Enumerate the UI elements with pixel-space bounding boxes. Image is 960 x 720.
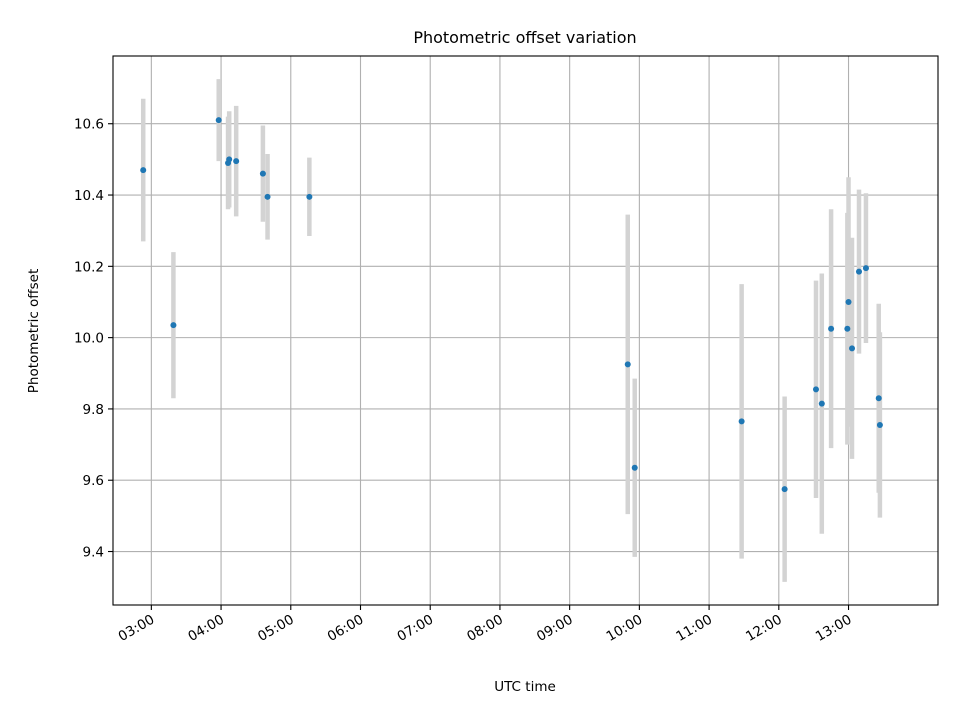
data-point [624,361,631,368]
plot-area [113,56,938,605]
x-axis-label: UTC time [494,679,556,695]
data-point [259,170,266,177]
y-tick-label: 10.2 [74,259,104,275]
data-point [170,322,177,329]
y-axis: 9.4 9.6 9.8 10.0 10.2 10.4 10.6 [74,117,113,561]
y-tick-label: 9.6 [83,473,104,489]
y-axis-label: Photometric offset [26,269,42,393]
data-point [264,193,271,200]
data-point [849,345,856,352]
data-point [233,158,240,165]
data-point [862,265,869,272]
data-point [226,156,233,163]
data-point [855,268,862,275]
y-tick-label: 10.4 [74,188,104,204]
data-point [140,167,147,174]
data-point [845,298,852,305]
y-tick-label: 10.6 [74,117,104,133]
chart-title: Photometric offset variation [413,28,636,47]
data-point [876,421,883,428]
data-point [631,464,638,471]
data-point [306,193,313,200]
data-point [812,386,819,393]
plot-frame [112,55,939,606]
y-tick-label: 10.0 [74,331,104,347]
grid [113,56,938,605]
data-point [215,117,222,124]
data-points [140,117,883,493]
data-point [781,486,788,493]
y-tick-label: 9.4 [83,545,104,561]
data-point [738,418,745,425]
data-point [844,325,851,332]
data-point [828,325,835,332]
data-point [875,395,882,402]
data-point [818,400,825,407]
y-tick-label: 9.8 [83,402,104,418]
